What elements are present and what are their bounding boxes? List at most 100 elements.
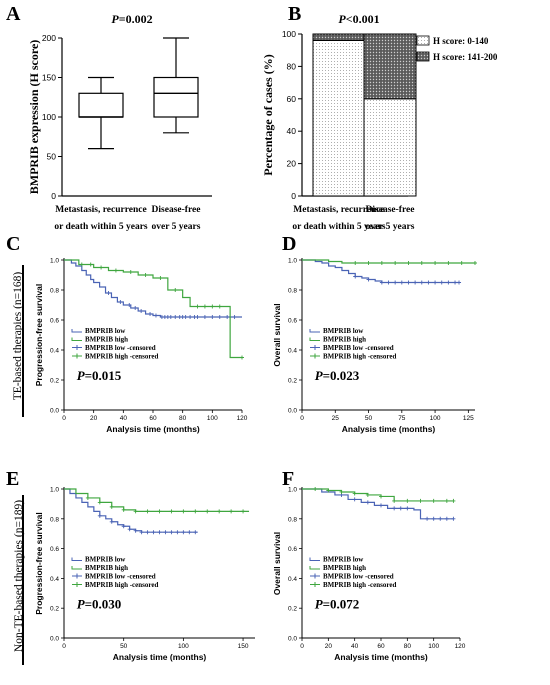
panel-b-bar-0-0: [312, 39, 366, 197]
panel-f-censor-high-9: [431, 498, 436, 503]
panel-b-xlabel-1-1: over 5 years: [366, 222, 415, 232]
panel-c-legend-mark-1: [71, 337, 82, 341]
panel-d-censor-high-4: [406, 261, 411, 265]
panel-f-pvalue: P=0.072: [315, 597, 360, 612]
panel-c-censor-high-3: [113, 268, 118, 273]
panel-d-legend-mark-0: [309, 329, 320, 333]
panel-b-ytick-label-5: 100: [282, 29, 296, 39]
panel-d-xlabel: Analysis time (months): [342, 424, 436, 434]
panel-e-censor-low-5: [139, 530, 144, 535]
panel-d-censor-low-9: [426, 280, 431, 285]
panel-d-ytick-label-2: 0.4: [288, 348, 297, 355]
panel-e-censor-low-1: [109, 519, 114, 524]
panel-f-legend-mark-2: [310, 573, 320, 579]
panel-c-censor-high-0: [79, 262, 84, 267]
panel-c-xtick-label-5: 100: [207, 415, 218, 422]
panel-e-censor-low-7: [151, 530, 156, 535]
panel-c-xtick-label-4: 80: [179, 415, 187, 422]
panel-c-xtick-label-1: 20: [90, 415, 98, 422]
panel-e-censor-low-14: [193, 530, 198, 535]
panel-d-xtick-label-3: 75: [398, 415, 406, 422]
panel-a-ytick-label-1: 50: [47, 152, 57, 162]
panel-d-legend-label-2: BMPRIB low -censored: [323, 344, 394, 352]
panel-f-ytick-label-4: 0.8: [288, 516, 297, 523]
panel-f-censor-low-3: [379, 503, 383, 508]
panel-e-ytick-label-2: 0.4: [50, 576, 59, 583]
panel-b-legend-label-0: H score: 0-140: [433, 36, 489, 46]
panel-c-ytick-label-5: 1.0: [50, 258, 59, 265]
panel-b-bar-1-0: [363, 98, 417, 197]
panel-f-xtick-label-2: 40: [351, 643, 359, 650]
panel-f-curve-low: [302, 488, 454, 520]
panel-f-xtick-label-5: 100: [428, 643, 439, 650]
panel-b-legend-swatch-0: [416, 35, 430, 46]
panel-c-censor-high-8: [195, 304, 200, 309]
panel-letter-d: D: [282, 233, 296, 255]
panel-d-legend-label-3: BMPRIB high -censored: [323, 353, 396, 361]
panel-e-legend-label-3: BMPRIB high -censored: [85, 581, 158, 589]
panel-e-legend-label-1: BMPRIB high: [85, 564, 128, 572]
panel-d-censor-high-6: [433, 261, 438, 265]
panel-c-censor-low-5: [148, 312, 153, 316]
panel-a-xlabel-0-0: Metastasis, recurrence: [55, 205, 146, 215]
panel-e-xtick-label-3: 150: [238, 643, 249, 650]
panel-e-censor-low-6: [145, 530, 150, 535]
panel-d-curve-low: [302, 259, 460, 284]
panel-f-censor-high-4: [365, 492, 370, 497]
panel-f-censor-high-10: [444, 498, 449, 503]
panel-d-censor-low-14: [457, 280, 462, 285]
panel-c-censor-low-0: [106, 291, 111, 295]
panel-f-xtick-label-6: 120: [455, 643, 466, 650]
panel-d-censor-high-3: [393, 261, 398, 265]
panel-f-ytick-label-0: 0.0: [288, 636, 297, 643]
panel-e-censor-high-3: [121, 507, 126, 512]
panel-e-censor-high-13: [241, 509, 246, 514]
panel-e-censor-low-2: [121, 524, 126, 529]
panel-f-legend-mark-3: [310, 582, 320, 588]
panel-d-censor-high-2: [379, 261, 384, 265]
panel-e-censor-high-2: [109, 504, 114, 509]
panel-d-legend-mark-2: [310, 345, 320, 350]
panel-c-censor-high-5: [143, 273, 148, 277]
panel-e-legend-mark-1: [71, 566, 82, 570]
panel-e-censor-high-1: [97, 500, 102, 505]
panel-e-censor-high-11: [217, 509, 222, 514]
panel-e-ytick-label-5: 1.0: [50, 487, 59, 494]
panel-a-ytick-label-2: 100: [42, 112, 56, 122]
panel-a-ytick-label-3: 150: [42, 73, 56, 83]
panel-e-xtick-label-1: 50: [120, 643, 128, 650]
panel-c-censor-low-10: [168, 315, 173, 319]
panel-e-ytick-label-0: 0.0: [50, 636, 59, 643]
panel-c-censor-low-14: [183, 315, 188, 319]
panel-a-xlabel-0-1: or death within 5 years: [54, 222, 148, 232]
panel-f-censor-high-0: [313, 487, 318, 491]
panel-d-censor-high-9: [473, 261, 477, 265]
panel-c-legend-mark-3: [72, 353, 82, 359]
panel-d-censor-low-0: [353, 274, 358, 279]
panel-b-xlabel-0-0: Metastasis, recurrence: [293, 205, 384, 215]
panel-f-censor-low-1: [352, 497, 357, 502]
panel-c-censor-low-18: [202, 315, 207, 319]
panel-d-legend-label-0: BMPRIB low: [323, 327, 364, 335]
panel-d-censor-high-8: [459, 261, 464, 265]
panel-e-censor-high-12: [229, 509, 234, 514]
panel-f-ytick-label-5: 1.0: [288, 487, 297, 494]
panel-e-legend-mark-3: [72, 582, 82, 588]
panel-c-censor-high-6: [158, 276, 163, 280]
panel-c-censor-low-2: [127, 303, 132, 307]
panel-d-censor-low-10: [433, 280, 438, 285]
panel-e-censor-low-11: [175, 530, 180, 535]
panel-c-censor-low-19: [210, 315, 215, 319]
panel-c-censor-low-1: [118, 300, 123, 304]
panel-f-censor-low-6: [405, 506, 410, 511]
panel-e-censor-low-10: [169, 530, 174, 535]
panel-f-legend-label-0: BMPRIB low: [323, 556, 364, 564]
panel-c-censor-high-10: [210, 304, 215, 309]
panel-c-censor-low-4: [139, 309, 144, 313]
panel-d-censor-low-8: [419, 280, 424, 285]
panel-d-xtick-label-5: 125: [463, 415, 474, 422]
panel-c-censor-low-17: [195, 315, 200, 319]
panel-f-xtick-label-0: 0: [300, 643, 304, 650]
panel-b-legend-swatch-1: [416, 51, 430, 62]
panel-f-legend-mark-1: [309, 566, 320, 570]
